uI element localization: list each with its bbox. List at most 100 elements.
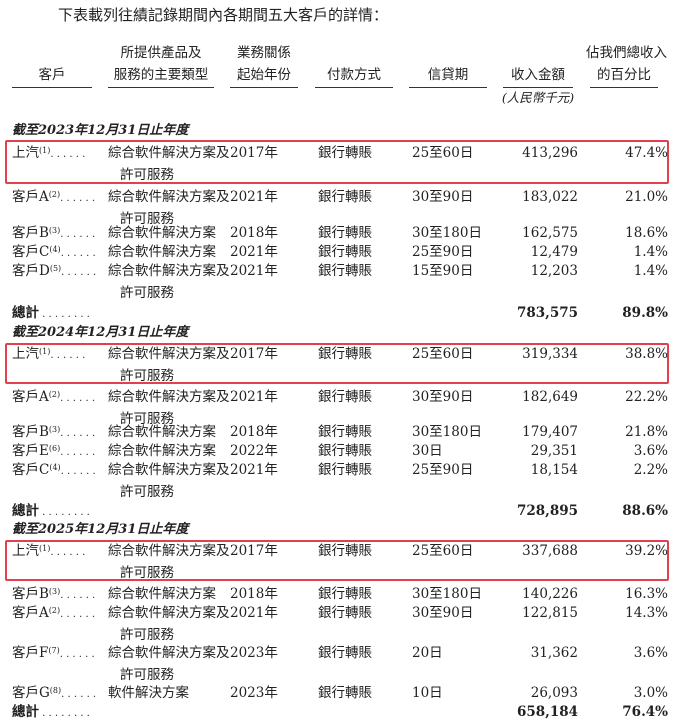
revenue-pct: 3.0% <box>633 685 668 701</box>
leader-dots: . . . . . . <box>60 193 96 204</box>
footnote-ref: (1) <box>39 347 51 356</box>
payment-method: 銀行轉賬 <box>318 443 372 459</box>
footnote-ref: (1) <box>39 544 51 553</box>
credit-period: 25至90日 <box>412 244 474 260</box>
revenue-amount: 12,479 <box>530 244 578 260</box>
header-divider <box>409 87 487 88</box>
leader-dots: . . . . . . <box>50 350 86 361</box>
customer-label: 客戶D <box>12 263 50 279</box>
header-divider <box>230 87 298 88</box>
leader-dots: . . . . . . <box>60 466 96 477</box>
product-type: 綜合軟件解決方案及 <box>108 605 230 621</box>
header-divider <box>12 87 92 88</box>
customer-label: 客戶A <box>12 189 49 205</box>
product-type: 綜合軟件解決方案 <box>108 586 216 602</box>
header-year-line2: 起始年份 <box>237 67 291 83</box>
revenue-amount: 337,688 <box>522 543 578 559</box>
leader-dots: . . . . . . <box>60 248 96 259</box>
payment-method: 銀行轉賬 <box>318 389 372 405</box>
customer-label: 上汽 <box>12 145 39 161</box>
revenue-pct: 21.0% <box>625 189 668 205</box>
total-text: 總計 <box>12 305 39 321</box>
customer-label: 客戶E <box>12 443 49 459</box>
start-year: 2017年 <box>230 543 278 559</box>
payment-method: 銀行轉賬 <box>318 645 372 661</box>
revenue-amount: 182,649 <box>522 389 578 405</box>
highlight-box <box>5 343 669 384</box>
header-divider <box>315 87 393 88</box>
revenue-pct: 2.2% <box>633 462 668 478</box>
payment-method: 銀行轉賬 <box>318 244 372 260</box>
footnote-ref: (2) <box>48 606 61 615</box>
footnote-ref: (6) <box>48 444 61 453</box>
revenue-pct: 38.8% <box>625 346 668 362</box>
leader-dots: . . . . . . <box>61 267 97 278</box>
credit-period: 30至90日 <box>412 389 474 405</box>
customer-name: 客戶C(4). . . . . . <box>12 243 96 263</box>
credit-period: 30至90日 <box>412 605 474 621</box>
product-type: 綜合軟件解決方案及 <box>108 145 230 161</box>
customer-label: 客戶C <box>12 244 50 260</box>
product-type: 軟件解決方案 <box>108 685 189 701</box>
footnote-ref: (4) <box>49 463 61 472</box>
customer-name: 客戶F(7). . . . . . <box>12 644 95 664</box>
leader-dots: . . . . . . <box>60 229 96 240</box>
start-year: 2021年 <box>230 263 278 279</box>
product-type: 綜合軟件解決方案及 <box>108 389 230 405</box>
footnote-ref: (4) <box>49 245 61 254</box>
customer-name: 客戶A(2). . . . . . <box>12 604 95 624</box>
credit-period: 25至90日 <box>412 462 474 478</box>
payment-method: 銀行轉賬 <box>318 462 372 478</box>
leader-dots: . . . . . . . . <box>39 708 90 719</box>
payment-method: 銀行轉賬 <box>318 346 372 362</box>
leader-dots: . . . . . . . . <box>39 309 90 320</box>
start-year: 2021年 <box>230 244 278 260</box>
total-label: 總計 . . . . . . . . <box>12 502 90 522</box>
revenue-amount: 29,351 <box>530 443 578 459</box>
credit-period: 15至90日 <box>412 263 474 279</box>
revenue-amount: 31,362 <box>530 645 578 661</box>
header-product-line1: 所提供產品及 <box>120 45 202 61</box>
revenue-amount: 179,407 <box>522 424 578 440</box>
credit-period: 25至60日 <box>412 543 474 559</box>
customer-label: 客戶B <box>12 225 49 241</box>
start-year: 2017年 <box>230 145 278 161</box>
leader-dots: . . . . . . <box>59 649 95 660</box>
revenue-pct: 3.6% <box>633 645 668 661</box>
customer-name: 上汽(1). . . . . . <box>12 542 85 562</box>
customer-name: 上汽(1). . . . . . <box>12 345 85 365</box>
revenue-pct: 1.4% <box>633 244 668 260</box>
product-type: 綜合軟件解決方案 <box>108 424 216 440</box>
product-type: 綜合軟件解決方案及 <box>108 543 230 559</box>
product-type: 許可服務 <box>120 627 174 643</box>
customer-name: 客戶G(8). . . . . . <box>12 684 96 704</box>
footnote-ref: (2) <box>48 190 61 199</box>
leader-dots: . . . . . . <box>50 149 86 160</box>
leader-dots: . . . . . . <box>50 547 86 558</box>
product-type: 許可服務 <box>120 411 174 427</box>
customer-label: 客戶C <box>12 462 50 478</box>
customer-name: 客戶B(3). . . . . . <box>12 423 95 443</box>
leader-dots: . . . . . . . . <box>39 507 90 518</box>
revenue-pct: 47.4% <box>625 145 668 161</box>
total-pct: 76.4% <box>622 704 668 720</box>
product-type: 綜合軟件解決方案 <box>108 244 216 260</box>
revenue-pct: 16.3% <box>625 586 668 602</box>
credit-period: 20日 <box>412 645 443 661</box>
header-credit: 信貸期 <box>427 67 469 83</box>
product-type: 許可服務 <box>120 285 174 301</box>
credit-period: 25至60日 <box>412 145 474 161</box>
footnote-ref: (3) <box>48 226 61 235</box>
section-title: 截至2023年12月31日止年度 <box>12 123 189 138</box>
footnote-ref: (3) <box>48 587 61 596</box>
header-amount: 收入金額 <box>511 67 565 83</box>
payment-method: 銀行轉賬 <box>318 225 372 241</box>
header-product-line2: 服務的主要類型 <box>113 67 209 83</box>
product-type: 綜合軟件解決方案及 <box>108 189 230 205</box>
customer-label: 客戶B <box>12 586 49 602</box>
product-type: 許可服務 <box>120 667 174 683</box>
footnote-ref: (7) <box>48 646 60 655</box>
product-type: 許可服務 <box>120 167 174 183</box>
product-type: 綜合軟件解決方案及 <box>108 645 230 661</box>
product-type: 許可服務 <box>120 368 174 384</box>
